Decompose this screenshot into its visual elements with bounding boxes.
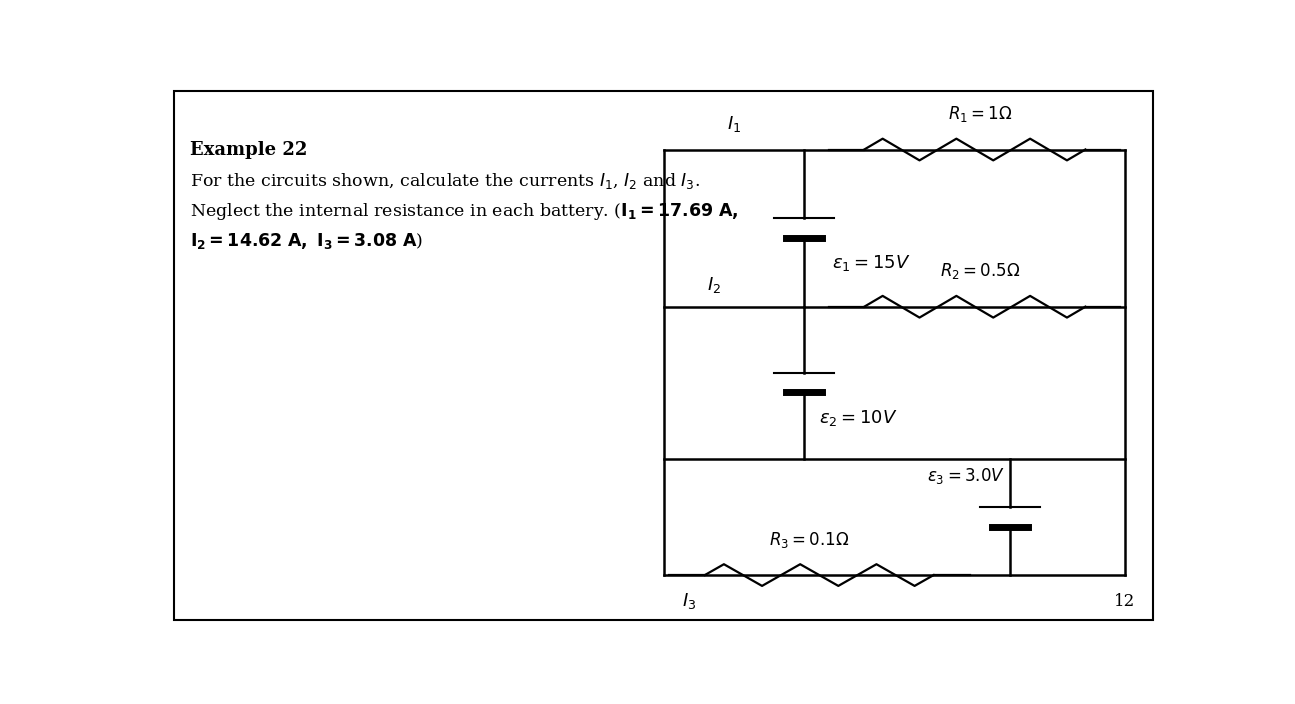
- Text: $\mathbf{I_2 = 14.62\ A,\ I_3 = 3.08\ A}$): $\mathbf{I_2 = 14.62\ A,\ I_3 = 3.08\ A}…: [190, 231, 423, 251]
- Text: $R_1 = 1\Omega$: $R_1 = 1\Omega$: [948, 104, 1013, 125]
- Text: $I_3$: $I_3$: [681, 591, 695, 611]
- Text: $R_2 = 0.5\Omega$: $R_2 = 0.5\Omega$: [940, 261, 1020, 282]
- Text: $\varepsilon_3 = 3.0V$: $\varepsilon_3 = 3.0V$: [927, 466, 1005, 486]
- Text: For the circuits shown, calculate the currents $I_1$, $I_2$ and $I_3$.: For the circuits shown, calculate the cu…: [190, 171, 699, 191]
- Text: $I_1$: $I_1$: [726, 113, 741, 134]
- Text: $I_2$: $I_2$: [707, 275, 721, 295]
- Text: 12: 12: [1114, 593, 1136, 610]
- Text: $\varepsilon_2 = 10V$: $\varepsilon_2 = 10V$: [820, 408, 897, 428]
- Text: $\varepsilon_1 = 15V$: $\varepsilon_1 = 15V$: [833, 253, 910, 273]
- Text: $R_3 = 0.1\Omega$: $R_3 = 0.1\Omega$: [769, 530, 850, 550]
- Text: Example 22: Example 22: [190, 142, 307, 159]
- Text: Neglect the internal resistance in each battery. ($\mathbf{I_1 = 17.69\ A,}$: Neglect the internal resistance in each …: [190, 201, 738, 222]
